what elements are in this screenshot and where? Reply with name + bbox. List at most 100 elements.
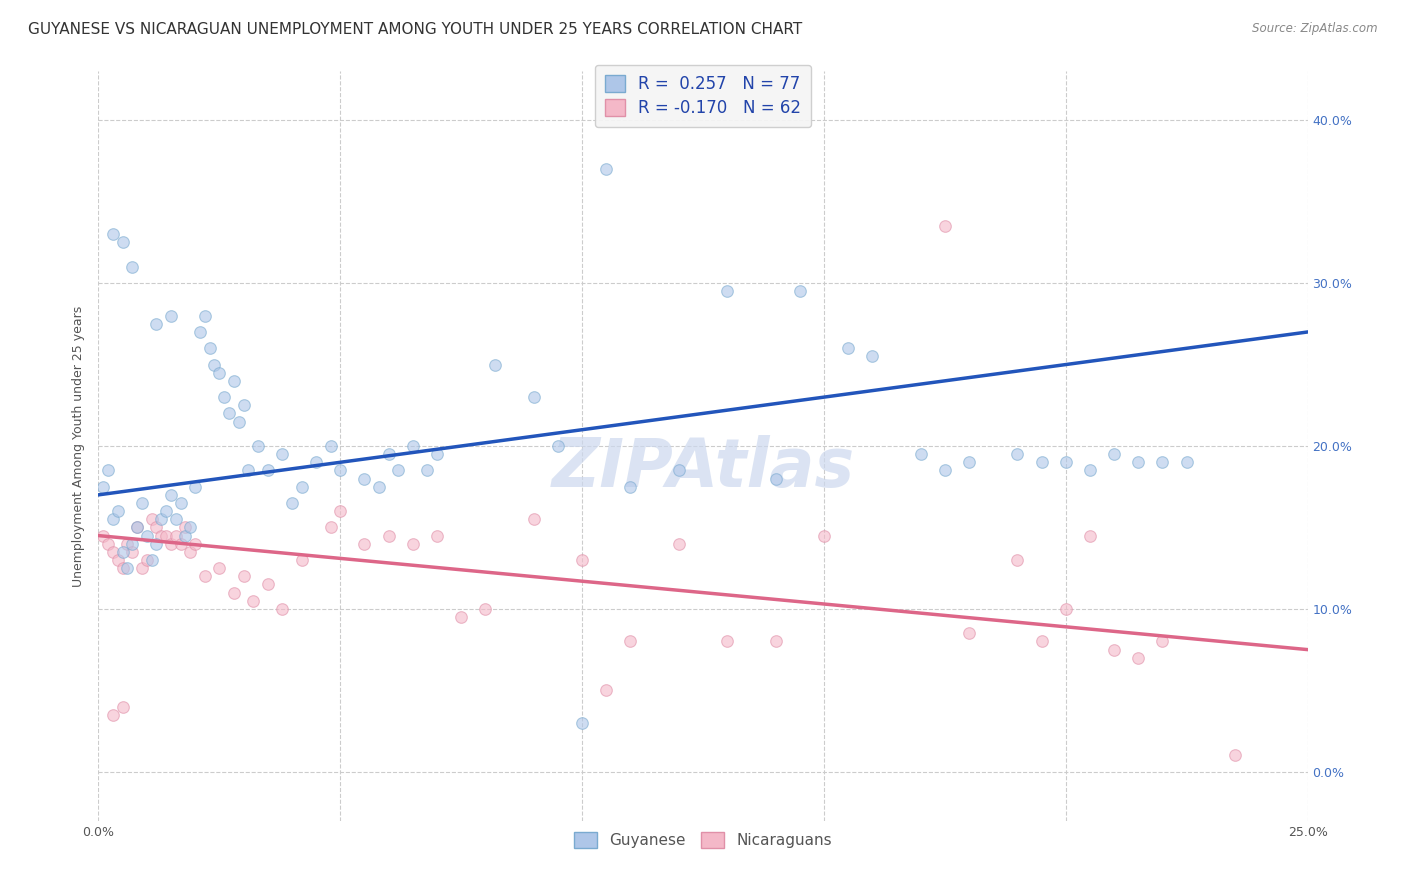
Point [232, 398, 254, 412]
Point [290, 480, 312, 494]
Point [353, 537, 375, 551]
Point [111, 545, 134, 559]
Point [174, 528, 197, 542]
Point [484, 358, 506, 372]
Point [547, 439, 569, 453]
Y-axis label: Unemployment Among Youth under 25 years: Unemployment Among Youth under 25 years [72, 305, 86, 587]
Point [256, 577, 278, 591]
Point [1007, 553, 1029, 567]
Point [402, 537, 425, 551]
Point [165, 528, 187, 542]
Text: ZIPAtlas: ZIPAtlas [551, 435, 855, 501]
Point [165, 512, 187, 526]
Text: Source: ZipAtlas.com: Source: ZipAtlas.com [1253, 22, 1378, 36]
Point [169, 496, 191, 510]
Point [145, 317, 167, 331]
Point [155, 528, 177, 542]
Point [1128, 455, 1150, 469]
Point [319, 520, 342, 534]
Point [150, 528, 173, 542]
Point [111, 699, 134, 714]
Point [188, 325, 211, 339]
Point [957, 626, 980, 640]
Point [117, 561, 139, 575]
Point [595, 683, 617, 698]
Point [179, 545, 201, 559]
Point [281, 496, 304, 510]
Point [218, 406, 240, 420]
Point [222, 374, 245, 388]
Point [121, 260, 143, 274]
Point [368, 480, 391, 494]
Point [141, 512, 163, 526]
Point [402, 439, 425, 453]
Point [212, 390, 235, 404]
Point [169, 537, 191, 551]
Point [1078, 463, 1101, 477]
Point [319, 439, 342, 453]
Point [271, 447, 294, 461]
Point [523, 390, 546, 404]
Point [198, 341, 221, 355]
Point [131, 561, 153, 575]
Point [523, 512, 546, 526]
Point [957, 455, 980, 469]
Point [668, 537, 690, 551]
Point [416, 463, 439, 477]
Point [194, 569, 217, 583]
Point [1102, 447, 1125, 461]
Point [305, 455, 328, 469]
Point [256, 463, 278, 477]
Text: GUYANESE VS NICARAGUAN UNEMPLOYMENT AMONG YOUTH UNDER 25 YEARS CORRELATION CHART: GUYANESE VS NICARAGUAN UNEMPLOYMENT AMON… [28, 22, 803, 37]
Point [194, 309, 217, 323]
Point [1078, 528, 1101, 542]
Point [290, 553, 312, 567]
Point [117, 537, 139, 551]
Point [1054, 602, 1077, 616]
Point [716, 285, 738, 299]
Point [1128, 650, 1150, 665]
Point [813, 528, 835, 542]
Point [174, 520, 197, 534]
Point [145, 537, 167, 551]
Point [135, 528, 157, 542]
Point [377, 528, 399, 542]
Point [150, 512, 173, 526]
Point [619, 634, 641, 648]
Point [101, 707, 124, 722]
Point [329, 504, 352, 518]
Point [595, 162, 617, 177]
Point [107, 504, 129, 518]
Point [131, 496, 153, 510]
Point [97, 463, 120, 477]
Point [127, 520, 149, 534]
Point [145, 520, 167, 534]
Point [91, 480, 114, 494]
Point [860, 350, 883, 364]
Point [571, 553, 593, 567]
Point [107, 553, 129, 567]
Point [1102, 642, 1125, 657]
Point [121, 537, 143, 551]
Point [271, 602, 294, 616]
Point [247, 439, 270, 453]
Point [910, 447, 932, 461]
Point [127, 520, 149, 534]
Point [208, 561, 231, 575]
Point [934, 219, 956, 233]
Point [387, 463, 409, 477]
Point [789, 285, 811, 299]
Point [1152, 455, 1174, 469]
Point [1152, 634, 1174, 648]
Legend: Guyanese, Nicaraguans: Guyanese, Nicaraguans [568, 826, 838, 855]
Point [474, 602, 496, 616]
Point [111, 561, 134, 575]
Point [426, 447, 449, 461]
Point [619, 480, 641, 494]
Point [101, 512, 124, 526]
Point [1223, 748, 1246, 763]
Point [101, 545, 124, 559]
Point [232, 569, 254, 583]
Point [1007, 447, 1029, 461]
Point [111, 235, 134, 250]
